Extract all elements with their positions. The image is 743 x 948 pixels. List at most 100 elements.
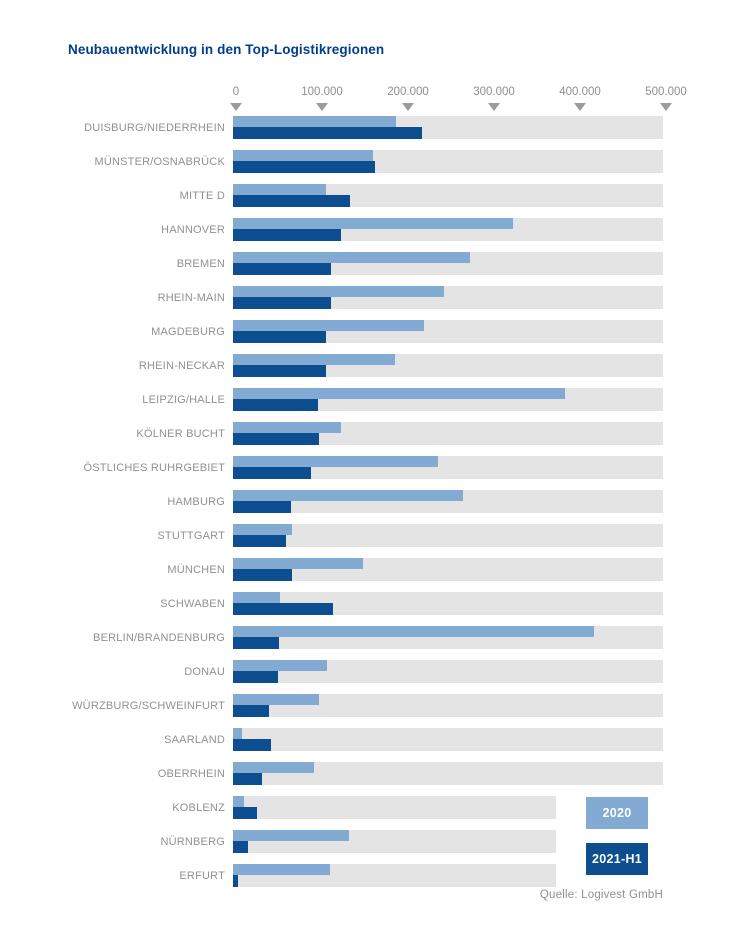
chart-row: RHEIN-NECKAR: [0, 354, 743, 377]
bar-track: [233, 592, 663, 615]
category-label: LEIPZIG/HALLE: [142, 393, 225, 406]
axis-tick-label: 400.000: [559, 86, 601, 98]
bar-2020: [233, 150, 374, 161]
axis-tick-label: 100.000: [301, 86, 343, 98]
bar-2021-h1: [233, 603, 333, 615]
category-label: MAGDEBURG: [151, 325, 225, 338]
category-label: HANNOVER: [161, 223, 225, 236]
category-label: RHEIN-NECKAR: [138, 359, 225, 372]
bar-2020: [233, 660, 327, 671]
bar-2021-h1: [233, 535, 287, 547]
bar-track: [233, 796, 556, 819]
bar-2021-h1: [233, 637, 280, 649]
bar-2021-h1: [233, 399, 319, 411]
bar-2021-h1: [233, 229, 341, 241]
chart-row: MÜNSTER/OSNABRÜCK: [0, 150, 743, 173]
bar-2021-h1: [233, 195, 350, 207]
category-label: WÜRZBURG/SCHWEINFURT: [72, 699, 225, 712]
chart-row: SCHWABEN: [0, 592, 743, 615]
bar-2020: [233, 524, 293, 535]
bar-2021-h1: [233, 433, 319, 445]
bar-2020: [233, 490, 464, 501]
category-label: ÖSTLICHES RUHRGEBIET: [83, 461, 225, 474]
bar-2020: [233, 558, 363, 569]
chart-row: KOBLENZ: [0, 796, 743, 819]
source-caption: Quelle: Logivest GmbH: [539, 889, 663, 901]
axis-tick-label: 300.000: [473, 86, 515, 98]
bar-2021-h1: [233, 841, 249, 853]
legend-label-2021-h1: 2021-H1: [591, 852, 643, 866]
chart-row: LEIPZIG/HALLE: [0, 388, 743, 411]
bar-2020: [233, 320, 424, 331]
category-label: ERFURT: [179, 869, 225, 882]
bar-2020: [233, 762, 314, 773]
category-label: SCHWABEN: [160, 597, 225, 610]
bar-2020: [233, 388, 565, 399]
bar-track: [233, 762, 663, 785]
category-label: MITTE D: [179, 189, 225, 202]
axis-tick-marker-icon: [230, 103, 242, 111]
bar-2021-h1: [233, 739, 271, 751]
axis-tick-marker-icon: [402, 103, 414, 111]
axis-tick-label: 0: [232, 86, 240, 98]
bar-track: [233, 524, 663, 547]
axis-tick-marker-icon: [488, 103, 500, 111]
category-label: OBERRHEIN: [157, 767, 225, 780]
bar-2021-h1: [233, 263, 332, 275]
chart-title: Neubauentwicklung in den Top-Logistikreg…: [68, 42, 385, 57]
legend-item-2020: 2020: [586, 797, 648, 829]
chart-row: HAMBURG: [0, 490, 743, 513]
chart-row: RHEIN-MAIN: [0, 286, 743, 309]
bar-track: [233, 694, 663, 717]
chart-row: WÜRZBURG/SCHWEINFURT: [0, 694, 743, 717]
bar-2021-h1: [233, 875, 239, 887]
bar-2021-h1: [233, 501, 292, 513]
category-label: NÜRNBERG: [160, 835, 225, 848]
bar-2020: [233, 184, 326, 195]
axis-tick-label: 500.000: [645, 86, 687, 98]
category-label: BREMEN: [176, 257, 225, 270]
category-label: MÜNSTER/OSNABRÜCK: [94, 155, 225, 168]
chart-row: MÜNCHEN: [0, 558, 743, 581]
bar-2020: [233, 796, 245, 807]
bar-2020: [233, 218, 513, 229]
bar-2021-h1: [233, 569, 293, 581]
legend-label-2020: 2020: [602, 806, 632, 820]
bar-2020: [233, 422, 341, 433]
category-label: SAARLAND: [164, 733, 225, 746]
chart-row: MITTE D: [0, 184, 743, 207]
bar-2020: [233, 354, 395, 365]
bar-2021-h1: [233, 807, 258, 819]
bar-2021-h1: [233, 365, 326, 377]
bar-track: [233, 660, 663, 683]
category-label: HAMBURG: [167, 495, 225, 508]
bar-2021-h1: [233, 671, 278, 683]
bar-2020: [233, 864, 331, 875]
bar-2021-h1: [233, 773, 263, 785]
bar-2020: [233, 286, 444, 297]
chart-row: KÖLNER BUCHT: [0, 422, 743, 445]
category-label: RHEIN-MAIN: [157, 291, 225, 304]
chart-row: NÜRNBERG: [0, 830, 743, 853]
axis-tick-marker-icon: [574, 103, 586, 111]
chart-row: MAGDEBURG: [0, 320, 743, 343]
bar-2020: [233, 116, 397, 127]
bar-2021-h1: [233, 705, 270, 717]
category-label: KOBLENZ: [172, 801, 225, 814]
legend-item-2021-h1: 2021-H1: [586, 843, 648, 875]
bar-2020: [233, 626, 595, 637]
chart-row: ERFURT: [0, 864, 743, 887]
bar-2021-h1: [233, 331, 326, 343]
chart-row: OBERRHEIN: [0, 762, 743, 785]
chart-row: ÖSTLICHES RUHRGEBIET: [0, 456, 743, 479]
bar-2021-h1: [233, 467, 312, 479]
category-label: KÖLNER BUCHT: [136, 427, 225, 440]
x-axis: 0 100.000 200.000 300.000 400.000 500.00…: [230, 86, 687, 114]
bar-2021-h1: [233, 127, 423, 139]
bar-2020: [233, 252, 470, 263]
axis-tick-marker-icon: [316, 103, 328, 111]
category-label: MÜNCHEN: [167, 563, 225, 576]
chart-row: STUTTGART: [0, 524, 743, 547]
bar-2020: [233, 592, 281, 603]
